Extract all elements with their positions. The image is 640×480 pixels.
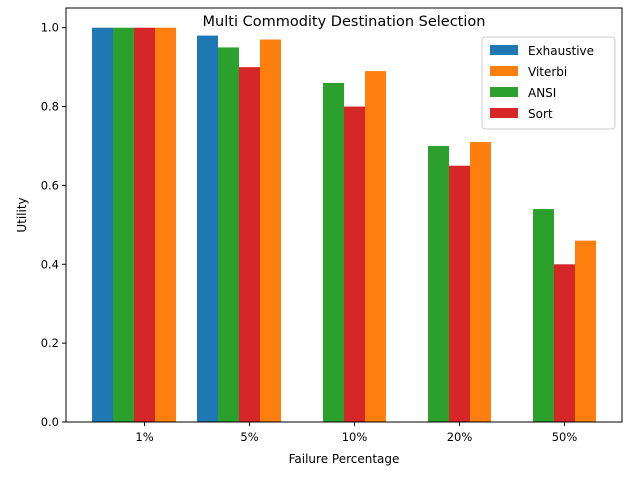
bar-viterbi-1 xyxy=(260,39,281,423)
legend-swatch-viterbi xyxy=(490,66,518,76)
x-tick-label: 1% xyxy=(135,430,153,444)
bar-viterbi-3 xyxy=(470,142,491,423)
x-tick-label: 5% xyxy=(240,430,258,444)
bar-viterbi-4 xyxy=(575,240,596,422)
bar-sort-0 xyxy=(134,27,155,422)
bar-exhaustive-0 xyxy=(92,27,113,422)
plot-frame xyxy=(65,7,623,423)
bar-exhaustive-1 xyxy=(197,35,218,422)
y-tick-label: 1.0 xyxy=(41,21,59,35)
legend: Exhaustive Viterbi ANSI Sort xyxy=(481,36,616,130)
y-tick-label: 0.8 xyxy=(41,100,59,114)
bar-sort-2 xyxy=(344,106,365,423)
x-axis-label: Failure Percentage xyxy=(289,452,400,466)
legend-label-viterbi: Viterbi xyxy=(528,65,567,79)
x-tick-label: 10% xyxy=(342,430,368,444)
bar-viterbi-2 xyxy=(365,71,386,422)
bar-ansi-0 xyxy=(113,27,134,422)
x-tick-label: 50% xyxy=(552,430,578,444)
bar-ansi-1 xyxy=(218,47,239,423)
bar-ansi-2 xyxy=(323,82,344,423)
legend-label-ansi: ANSI xyxy=(528,86,556,100)
x-axis: 1% 5% 10% 20% 50% xyxy=(135,422,577,444)
legend-label-exhaustive: Exhaustive xyxy=(528,44,594,58)
y-tick-label: 0.2 xyxy=(41,336,59,350)
legend-label-sort: Sort xyxy=(528,107,553,121)
bar-viterbi-0 xyxy=(155,27,176,422)
y-axis: 0.0 0.2 0.4 0.6 0.8 1.0 xyxy=(41,21,66,429)
y-axis-label: Utility xyxy=(15,197,29,232)
bar-sort-1 xyxy=(239,67,260,423)
y-tick-label: 0.0 xyxy=(41,415,59,429)
legend-swatch-ansi xyxy=(490,87,518,97)
y-tick-label: 0.4 xyxy=(41,257,59,271)
bar-sort-4 xyxy=(554,264,575,422)
legend-box xyxy=(481,36,616,130)
bars-group xyxy=(92,27,596,423)
bar-ansi-4 xyxy=(533,209,554,422)
x-tick-label: 20% xyxy=(447,430,473,444)
bar-ansi-3 xyxy=(428,146,449,422)
bar-sort-3 xyxy=(449,165,470,422)
chart-title: Multi Commodity Destination Selection xyxy=(203,14,486,30)
legend-swatch-exhaustive xyxy=(490,45,518,55)
legend-swatch-sort xyxy=(490,108,518,118)
y-tick-label: 0.6 xyxy=(41,178,59,192)
